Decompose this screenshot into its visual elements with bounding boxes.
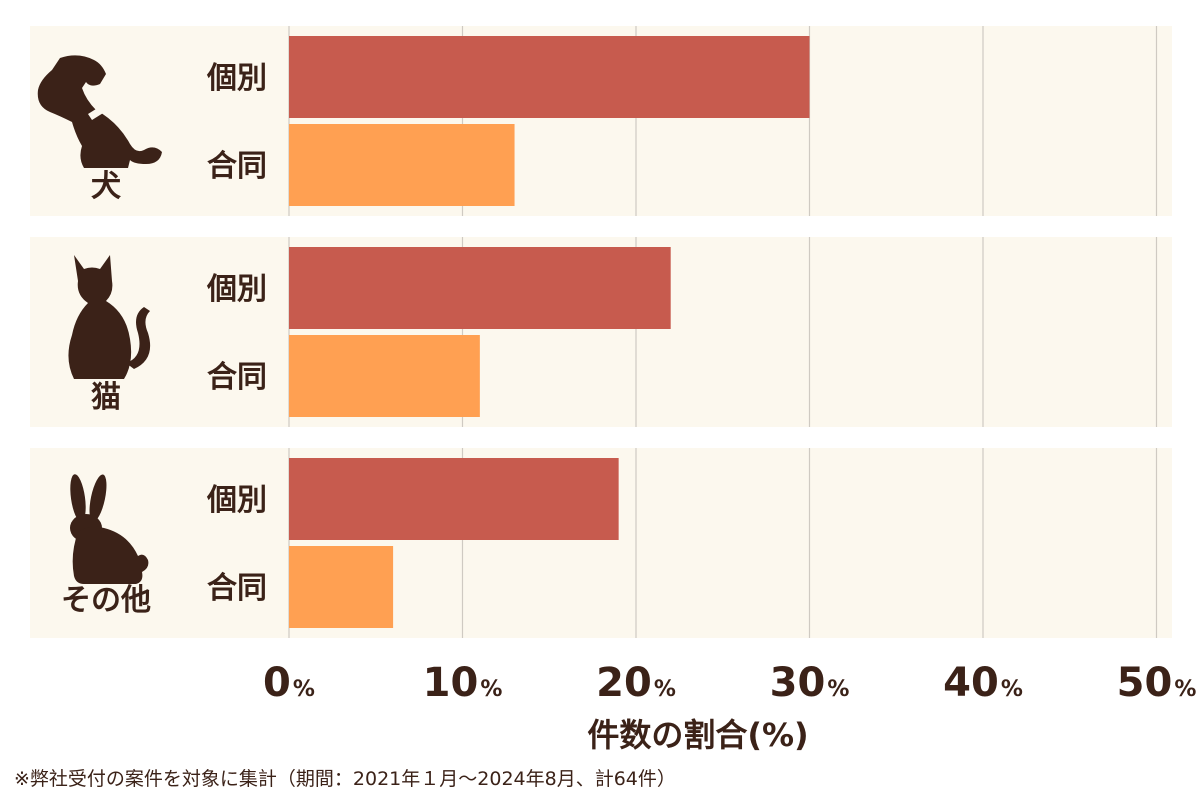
bar-joint	[289, 124, 515, 206]
bar-label: 個別	[206, 272, 267, 307]
bar-label: 個別	[206, 483, 267, 518]
bar-individual	[289, 247, 671, 329]
bar-label: 個別	[206, 61, 267, 96]
bar-joint	[289, 335, 480, 417]
tick-label: 0%	[263, 660, 315, 706]
rabbit-icon	[70, 474, 149, 584]
tick-label: 20%	[596, 660, 676, 706]
bar-label: 合同	[207, 360, 267, 395]
x-axis-title: 件数の割合(%)	[587, 716, 808, 754]
group-label: 猫	[91, 380, 121, 415]
tick-label: 50%	[1117, 660, 1197, 706]
tick-label: 10%	[423, 660, 503, 706]
footnote: ※弊社受付の案件を対象に集計（期間：2021年１月〜2024年8月、計64件）	[14, 768, 676, 790]
dog-icon	[37, 55, 162, 168]
bar-individual	[289, 458, 619, 540]
group-label: 犬	[91, 169, 121, 204]
bar-individual	[289, 36, 810, 118]
group-label: その他	[61, 583, 151, 618]
cat-icon	[68, 255, 151, 379]
tick-label: 40%	[943, 660, 1023, 706]
tick-label: 30%	[770, 660, 850, 706]
bar-label: 合同	[207, 149, 267, 184]
bar-label: 合同	[207, 571, 267, 606]
bar-joint	[289, 546, 394, 628]
